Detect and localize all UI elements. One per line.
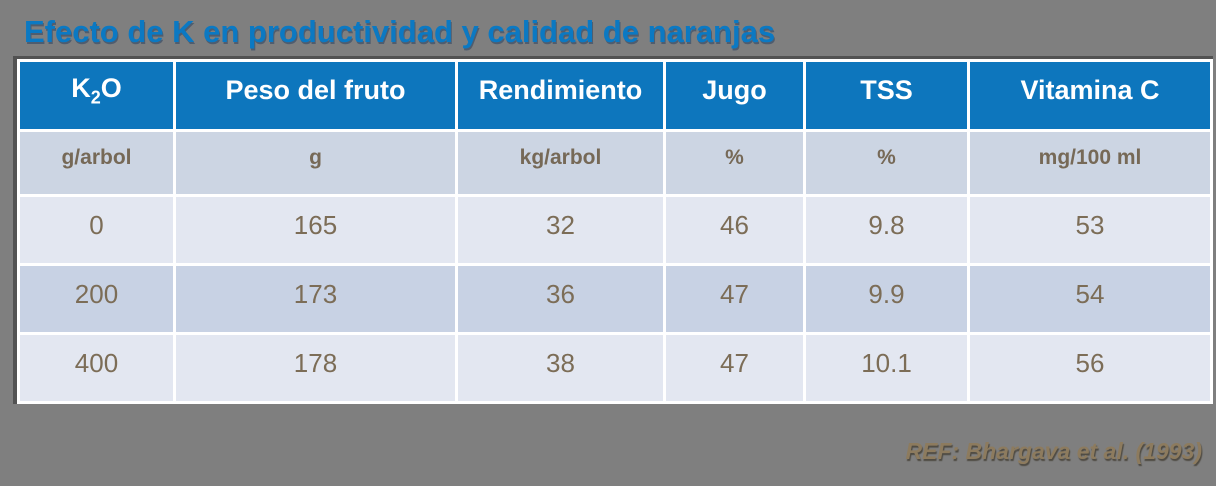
unit-cell: g [176,132,455,194]
data-cell: 32 [458,197,663,263]
data-cell: 38 [458,335,663,401]
data-cell: 200 [20,266,173,332]
table-row: 400 178 38 47 10.1 56 [20,335,1210,401]
unit-cell: g/arbol [20,132,173,194]
data-cell: 10.1 [806,335,967,401]
table-row: 0 165 32 46 9.8 53 [20,197,1210,263]
table-row: 200 173 36 47 9.9 54 [20,266,1210,332]
data-cell: 9.9 [806,266,967,332]
data-cell: 178 [176,335,455,401]
unit-cell: % [806,132,967,194]
unit-cell: % [666,132,803,194]
unit-cell: kg/arbol [458,132,663,194]
data-cell: 0 [20,197,173,263]
page-title: Efecto de K en productividad y calidad d… [24,14,776,49]
column-header-vitamina-c: Vitamina C [970,62,1210,129]
unit-cell: mg/100 ml [970,132,1210,194]
data-cell: 54 [970,266,1210,332]
data-cell: 173 [176,266,455,332]
data-table: K2O Peso del fruto Rendimiento Jugo TSS … [17,59,1213,404]
column-header-tss: TSS [806,62,967,129]
k2o-rest: O [100,72,122,103]
data-cell: 400 [20,335,173,401]
data-cell: 36 [458,266,663,332]
data-cell: 47 [666,335,803,401]
data-table-wrapper: K2O Peso del fruto Rendimiento Jugo TSS … [13,56,1213,404]
data-cell: 165 [176,197,455,263]
data-cell: 9.8 [806,197,967,263]
column-header-rendimiento: Rendimiento [458,62,663,129]
data-cell: 56 [970,335,1210,401]
table-header-row: K2O Peso del fruto Rendimiento Jugo TSS … [20,62,1210,129]
column-header-peso-del-fruto: Peso del fruto [176,62,455,129]
k2o-subscript: 2 [90,87,101,108]
reference-text: REF: Bhargava et al. (1993) [905,438,1202,464]
data-cell: 47 [666,266,803,332]
column-header-k2o: K2O [20,62,173,129]
data-cell: 53 [970,197,1210,263]
units-row: g/arbol g kg/arbol % % mg/100 ml [20,132,1210,194]
column-header-jugo: Jugo [666,62,803,129]
k2o-base: K [71,72,91,103]
data-cell: 46 [666,197,803,263]
